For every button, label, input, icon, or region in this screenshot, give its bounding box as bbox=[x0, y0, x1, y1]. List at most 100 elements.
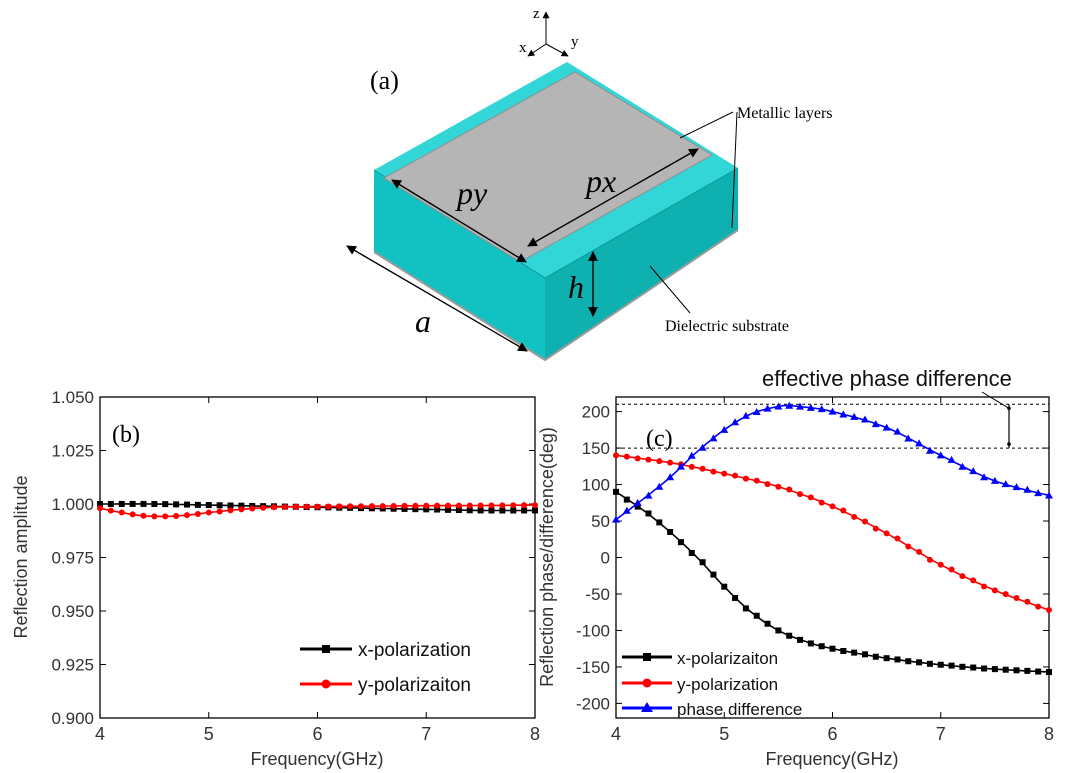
data-point-y-polarization bbox=[948, 566, 955, 573]
data-point-y-polarizaiton bbox=[173, 512, 180, 519]
data-point-y-polarizaiton bbox=[238, 506, 245, 513]
data-point-phase-difference bbox=[958, 462, 967, 470]
data-point-phase-difference bbox=[1001, 480, 1010, 488]
data-point-x-polarizaiton bbox=[786, 632, 793, 639]
data-point-y-polarizaiton bbox=[184, 512, 190, 519]
data-point-x-polarizaiton bbox=[645, 510, 652, 517]
data-point-x-polarizaiton bbox=[1002, 666, 1009, 673]
data-point-x-polarization bbox=[434, 506, 441, 513]
data-point-y-polarization bbox=[905, 543, 912, 550]
metallic-layers-leader bbox=[679, 111, 734, 139]
data-point-x-polarizaiton bbox=[667, 528, 674, 535]
legend-b: x-polarization y-polarizaiton bbox=[300, 640, 471, 696]
data-point-y-polarization bbox=[894, 535, 901, 542]
data-point-x-polarization bbox=[488, 507, 495, 514]
data-point-y-polarizaiton bbox=[379, 503, 386, 510]
data-point-y-polarizaiton bbox=[532, 502, 538, 509]
data-point-x-polarizaiton bbox=[775, 627, 782, 634]
data-point-phase-difference bbox=[947, 455, 956, 463]
data-point-x-polarization bbox=[238, 502, 245, 509]
panel-label-a: (a) bbox=[370, 66, 399, 95]
x-tick-label: 4 bbox=[95, 724, 105, 744]
panel-label-b: (b) bbox=[112, 422, 140, 448]
data-point-y-polarizaiton bbox=[118, 509, 125, 516]
data-point-x-polarizaiton bbox=[721, 583, 728, 590]
data-point-x-polarization bbox=[423, 506, 430, 513]
data-point-x-polarizaiton bbox=[710, 571, 717, 578]
data-point-x-polarization bbox=[162, 501, 169, 508]
y-tick-label: -150 bbox=[576, 658, 610, 677]
data-point-phase-difference bbox=[731, 418, 740, 426]
data-point-x-polarizaiton bbox=[905, 658, 912, 665]
data-point-x-polarizaiton bbox=[916, 659, 923, 666]
data-point-x-polarizaiton bbox=[807, 640, 814, 647]
data-point-y-polarizaiton bbox=[227, 507, 234, 514]
data-point-phase-difference bbox=[990, 476, 999, 484]
data-point-y-polarizaiton bbox=[292, 503, 299, 510]
data-point-x-polarization bbox=[445, 506, 451, 513]
data-point-y-polarizaiton bbox=[97, 505, 103, 512]
data-point-y-polarization bbox=[656, 458, 663, 465]
data-point-x-polarization bbox=[216, 502, 223, 509]
data-point-x-polarization bbox=[412, 506, 419, 513]
data-point-phase-difference bbox=[633, 498, 642, 506]
a-label: a bbox=[415, 303, 431, 339]
plot-frame-b bbox=[99, 396, 536, 719]
series-line-x-polarizaiton bbox=[615, 491, 1050, 673]
data-point-x-polarization bbox=[499, 507, 506, 514]
data-point-x-polarizaiton bbox=[894, 656, 901, 663]
h-label: h bbox=[568, 269, 584, 305]
data-point-y-polarization bbox=[840, 507, 847, 514]
legend-label-y-polarizaiton: y-polarizaiton bbox=[358, 675, 471, 696]
dielectric-substrate-label: Dielectric substrate bbox=[665, 318, 789, 335]
effective-phase-annotation bbox=[616, 391, 1049, 449]
data-point-phase-difference bbox=[936, 451, 945, 459]
data-point-phase-difference bbox=[698, 443, 707, 451]
a-dimension-arrow bbox=[346, 245, 528, 352]
annotation-dot-bottom bbox=[1007, 442, 1011, 446]
py-label: py bbox=[455, 175, 488, 211]
data-point-y-polarization bbox=[1002, 591, 1009, 598]
data-point-x-polarizaiton bbox=[829, 645, 836, 652]
x-tick-label: 5 bbox=[719, 724, 729, 744]
dielectric-substrate-leader bbox=[649, 265, 691, 314]
data-point-phase-difference bbox=[622, 506, 631, 514]
x-tick-label: 4 bbox=[611, 724, 621, 744]
data-point-y-polarizaiton bbox=[314, 503, 321, 510]
data-point-y-polarizaiton bbox=[401, 502, 408, 509]
data-point-x-polarizaiton bbox=[948, 662, 955, 669]
y-tick-label: 0.925 bbox=[51, 656, 94, 675]
data-point-y-polarizaiton bbox=[488, 502, 495, 509]
data-point-y-polarization bbox=[710, 468, 717, 475]
data-point-y-polarizaiton bbox=[205, 509, 212, 516]
data-point-x-polarizaiton bbox=[1024, 667, 1031, 674]
data-point-y-polarization bbox=[916, 548, 923, 555]
data-point-y-polarizaiton bbox=[107, 507, 114, 514]
data-point-y-polarization bbox=[1046, 607, 1052, 614]
data-point-y-polarization bbox=[807, 494, 814, 501]
x-axis-title-c: Frequency(GHz) bbox=[765, 749, 898, 769]
data-point-x-polarization bbox=[477, 507, 484, 514]
x-tick-label: 7 bbox=[421, 724, 431, 744]
data-point-x-polarizaiton bbox=[677, 539, 684, 546]
data-point-y-polarization bbox=[926, 556, 933, 563]
data-point-y-polarizaiton bbox=[510, 502, 517, 509]
y-tick-label: 50 bbox=[591, 512, 610, 531]
data-point-y-polarization bbox=[861, 518, 868, 525]
annotation-label: effective phase difference bbox=[762, 366, 1012, 391]
data-point-y-polarizaiton bbox=[434, 502, 441, 509]
phase-chart: 4 5 6 7 8 -200 -150 -100 -50 0 50 100 150 200 effecti… bbox=[537, 366, 1054, 769]
data-point-phase-difference bbox=[806, 403, 815, 411]
data-point-y-polarization bbox=[634, 455, 641, 462]
data-point-y-polarizaiton bbox=[445, 502, 451, 509]
data-point-x-polarizaiton bbox=[818, 643, 825, 650]
data-point-phase-difference bbox=[796, 402, 805, 410]
data-point-phase-difference bbox=[969, 467, 978, 475]
annotation-leader bbox=[981, 391, 1010, 409]
y-tick-label: 100 bbox=[582, 476, 610, 495]
data-point-phase-difference bbox=[860, 415, 869, 423]
y-axis-title-c: Reflection phase/difference(deg) bbox=[537, 427, 557, 687]
data-point-y-polarizaiton bbox=[140, 512, 147, 519]
data-point-phase-difference bbox=[1034, 489, 1043, 497]
data-point-y-polarization bbox=[753, 477, 760, 484]
